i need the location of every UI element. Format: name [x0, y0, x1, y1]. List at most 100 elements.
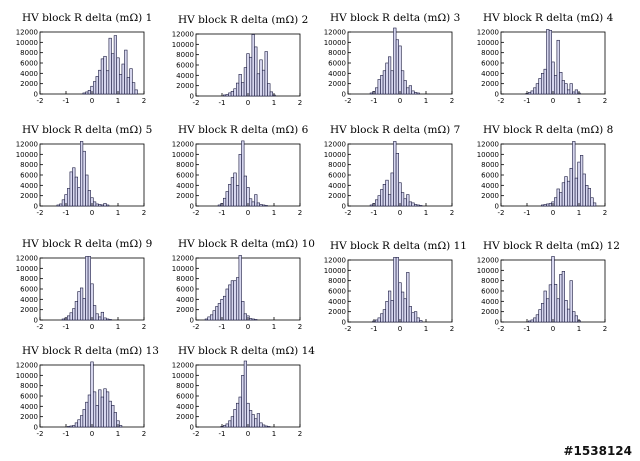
histogram-bar: [543, 204, 547, 207]
histogram-bar: [238, 255, 242, 321]
histogram-bar: [264, 425, 268, 428]
histogram-bar: [380, 313, 384, 323]
x-tick-label: 2: [298, 99, 302, 107]
y-tick-label: 10000: [172, 41, 194, 49]
histogram-bar: [66, 426, 71, 428]
x-tick-label: 2: [603, 209, 607, 217]
histogram-bar: [95, 313, 99, 321]
y-tick-label: 2000: [328, 308, 346, 316]
histogram-bar: [103, 203, 107, 207]
y-tick-label: 0: [34, 91, 38, 99]
y-tick-label: 10000: [16, 39, 38, 47]
chart-title: HV block R delta (mΩ) 9: [22, 238, 152, 250]
histogram-bar: [374, 87, 379, 95]
histogram-bar: [543, 290, 547, 323]
histogram-bar: [546, 298, 550, 323]
histogram-bar: [254, 46, 258, 97]
x-tick-label: 0: [551, 325, 555, 333]
histogram-bar: [217, 204, 221, 207]
y-tick-label: 0: [34, 424, 38, 432]
histogram-bar: [569, 167, 573, 207]
y-tick-label: 10000: [477, 151, 499, 159]
histogram-bar: [538, 78, 542, 95]
x-tick-label: -2: [345, 97, 352, 105]
x-tick-label: -2: [193, 323, 200, 331]
y-tick-label: 4000: [328, 70, 346, 78]
histogram-bar: [100, 311, 104, 321]
histogram-bar: [401, 291, 405, 323]
x-tick-label: -2: [37, 430, 44, 438]
histogram-bar: [249, 198, 253, 207]
histogram-bar: [388, 56, 392, 95]
x-tick-label: -1: [371, 97, 378, 105]
y-tick-label: 6000: [176, 393, 194, 401]
y-tick-label: 0: [34, 203, 38, 211]
histogram-bar: [533, 317, 537, 323]
histogram-bar: [262, 69, 266, 97]
histogram-bar: [82, 297, 86, 321]
histogram-bar: [385, 179, 389, 207]
histogram-bar: [241, 140, 245, 207]
histogram-bar: [251, 318, 255, 321]
x-tick-label: -2: [193, 430, 200, 438]
y-tick-label: 2000: [328, 80, 346, 88]
chart-title: HV block R delta (mΩ) 1: [22, 12, 152, 24]
chart-number: 14: [302, 345, 316, 357]
x-tick-label: 0: [398, 209, 402, 217]
y-tick-label: 8000: [20, 161, 38, 169]
x-tick-label: 0: [90, 209, 94, 217]
histogram-bar: [256, 73, 260, 97]
histogram-bar: [548, 203, 552, 207]
y-tick-label: 8000: [176, 161, 194, 169]
chart-number: 6: [302, 124, 309, 136]
histogram-bar: [259, 204, 263, 207]
histogram-bar: [108, 400, 112, 428]
histogram-bar: [411, 90, 415, 95]
histogram-bar: [569, 83, 573, 95]
histogram-bar: [82, 409, 86, 428]
histogram-bar: [95, 404, 99, 428]
histogram-bar: [401, 192, 405, 207]
y-tick-label: 6000: [20, 172, 38, 180]
chart-number: 13: [146, 345, 159, 357]
y-tick-label: 4000: [481, 70, 499, 78]
histogram-bar: [251, 34, 255, 97]
x-tick-label: -2: [193, 209, 200, 217]
y-tick-label: 8000: [481, 49, 499, 57]
histogram-bar: [207, 316, 211, 321]
y-tick-label: 2000: [176, 82, 194, 90]
x-tick-label: -1: [524, 325, 531, 333]
y-tick-label: 8000: [176, 382, 194, 390]
histogram-bar: [246, 402, 250, 428]
x-tick-label: 2: [450, 209, 454, 217]
histogram-bar: [93, 305, 97, 321]
histogram-bar: [554, 197, 558, 207]
y-tick-label: 2000: [176, 413, 194, 421]
histogram-bar: [113, 412, 117, 428]
histogram-bar: [238, 154, 242, 207]
histogram-panel: HV block R delta (mΩ) 5 0 2000 4000 6000 8000…: [4, 122, 154, 232]
histogram-bar: [222, 94, 227, 97]
histogram-bar: [377, 317, 381, 323]
histogram-bar: [236, 277, 240, 321]
histogram-bar: [106, 318, 110, 321]
histogram-bar: [564, 83, 568, 95]
y-tick-label: 10000: [477, 39, 499, 47]
histogram-bar: [414, 311, 418, 323]
histogram-bar: [106, 391, 110, 428]
histogram-bar: [241, 82, 245, 97]
histogram-bar: [93, 81, 97, 95]
histogram-bar: [228, 284, 232, 321]
histogram-bar: [98, 204, 102, 207]
histogram-bar: [264, 205, 268, 207]
chart-title: HV block R delta (mΩ) 4: [483, 12, 614, 24]
y-tick-label: 6000: [328, 288, 346, 296]
histogram-bar: [111, 53, 115, 95]
histogram-bar: [69, 171, 73, 207]
histogram-bar: [551, 61, 555, 95]
histogram-bar: [124, 49, 128, 95]
histogram-bar: [401, 70, 405, 95]
histogram-bar: [585, 185, 589, 207]
histogram-bar: [106, 204, 110, 207]
histogram-bar: [259, 59, 263, 97]
